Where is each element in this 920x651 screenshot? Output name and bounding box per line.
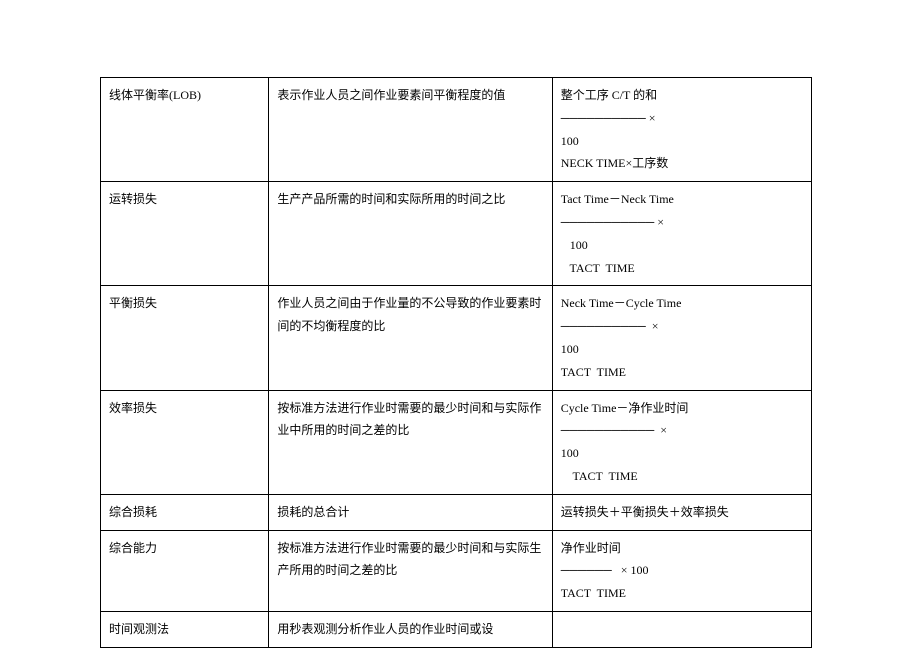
formula-line: TACT TIME [561, 582, 803, 605]
table-row: 效率损失按标准方法进行作业时需要的最少时间和与实际作业中所用的时间之差的比Cyc… [101, 390, 812, 494]
formula-line: 整个工序 C/T 的和 [561, 84, 803, 107]
formula-line: ────────── × [561, 107, 803, 130]
formula-line: 100 [561, 234, 803, 257]
formula-line: TACT TIME [561, 257, 803, 280]
term-cell: 线体平衡率(LOB) [101, 78, 269, 182]
definition-cell: 按标准方法进行作业时需要的最少时间和与实际作业中所用的时间之差的比 [269, 390, 552, 494]
formula-line: NECK TIME×工序数 [561, 152, 803, 175]
table-row: 线体平衡率(LOB)表示作业人员之间作业要素间平衡程度的值整个工序 C/T 的和… [101, 78, 812, 182]
table-row: 运转损失生产产品所需的时间和实际所用的时间之比Tact Time－Neck Ti… [101, 182, 812, 286]
formula-line: ────────── × [561, 315, 803, 338]
formula-line: TACT TIME [561, 465, 803, 488]
formula-line: 100 [561, 442, 803, 465]
formula-line: 运转损失＋平衡损失＋效率损失 [561, 501, 803, 524]
definition-cell: 用秒表观测分析作业人员的作业时间或设 [269, 611, 552, 647]
definition-cell: 表示作业人员之间作业要素间平衡程度的值 [269, 78, 552, 182]
formula-cell: 整个工序 C/T 的和────────── ×100NECK TIME×工序数 [552, 78, 811, 182]
term-cell: 综合损耗 [101, 494, 269, 530]
formula-cell: 净作业时间────── × 100TACT TIME [552, 530, 811, 611]
term-cell: 效率损失 [101, 390, 269, 494]
formula-line: Tact Time－Neck Time [561, 188, 803, 211]
formula-line: 100 [561, 338, 803, 361]
formula-cell [552, 611, 811, 647]
formula-line: 净作业时间 [561, 537, 803, 560]
formula-line: Neck Time－Cycle Time [561, 292, 803, 315]
table-row: 平衡损失作业人员之间由于作业量的不公导致的作业要素时间的不均衡程度的比Neck … [101, 286, 812, 390]
term-cell: 平衡损失 [101, 286, 269, 390]
formula-line: ─────────── × [561, 419, 803, 442]
definition-cell: 生产产品所需的时间和实际所用的时间之比 [269, 182, 552, 286]
formula-cell: Cycle Time－净作业时间─────────── ×100 TACT TI… [552, 390, 811, 494]
formula-line: ────── × 100 [561, 559, 803, 582]
formula-line: ─────────── × [561, 211, 803, 234]
table-row: 时间观测法用秒表观测分析作业人员的作业时间或设 [101, 611, 812, 647]
formula-cell: Neck Time－Cycle Time────────── ×100TACT … [552, 286, 811, 390]
formula-line: 100 [561, 130, 803, 153]
term-cell: 综合能力 [101, 530, 269, 611]
term-cell: 运转损失 [101, 182, 269, 286]
definition-cell: 按标准方法进行作业时需要的最少时间和与实际生产所用的时间之差的比 [269, 530, 552, 611]
table-row: 综合损耗损耗的总合计运转损失＋平衡损失＋效率损失 [101, 494, 812, 530]
glossary-table: 线体平衡率(LOB)表示作业人员之间作业要素间平衡程度的值整个工序 C/T 的和… [100, 77, 812, 648]
definition-cell: 损耗的总合计 [269, 494, 552, 530]
formula-line: TACT TIME [561, 361, 803, 384]
table-row: 综合能力按标准方法进行作业时需要的最少时间和与实际生产所用的时间之差的比净作业时… [101, 530, 812, 611]
formula-cell: Tact Time－Neck Time─────────── × 100 TAC… [552, 182, 811, 286]
formula-line: Cycle Time－净作业时间 [561, 397, 803, 420]
definition-cell: 作业人员之间由于作业量的不公导致的作业要素时间的不均衡程度的比 [269, 286, 552, 390]
glossary-table-container: 线体平衡率(LOB)表示作业人员之间作业要素间平衡程度的值整个工序 C/T 的和… [100, 77, 812, 648]
formula-cell: 运转损失＋平衡损失＋效率损失 [552, 494, 811, 530]
term-cell: 时间观测法 [101, 611, 269, 647]
